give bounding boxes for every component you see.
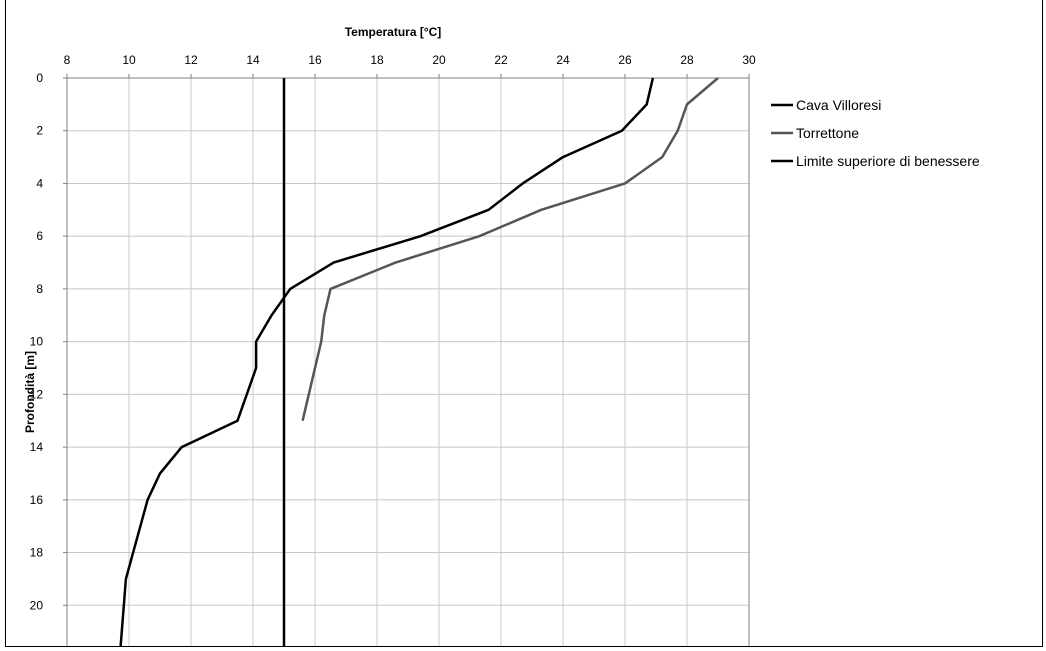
series-layer <box>118 77 719 651</box>
x-tick-label: 14 <box>246 53 260 67</box>
x-tick-label: 16 <box>308 53 322 67</box>
y-tick-label: 8 <box>36 282 43 296</box>
chart: 8 10 12 14 16 18 20 22 24 26 28 30 0246810121416182… <box>23 25 980 651</box>
legend: Cava Villoresi Torrettone Limite superiore… <box>771 97 980 169</box>
x-tick-label: 22 <box>494 53 508 67</box>
x-tick-label: 18 <box>370 53 384 67</box>
x-tick-label: 20 <box>432 53 446 67</box>
x-tick-label: 12 <box>184 53 198 67</box>
series-cava-villoresi <box>118 77 655 651</box>
x-tick-label: 8 <box>64 53 71 67</box>
chart-frame: 8 10 12 14 16 18 20 22 24 26 28 30 0 2 4 6 8 10 12 14 16 18 2… <box>5 0 1043 651</box>
y-tick-label: 12 <box>30 387 44 401</box>
x-axis-title: Temperatura [°C] <box>345 25 442 39</box>
y-tick-labels: 0246810121416182022 <box>30 71 44 612</box>
legend-label: Limite superiore di benessere <box>796 153 980 169</box>
y-tick-label: 18 <box>30 546 44 560</box>
series-torrettone <box>301 77 719 422</box>
legend-label: Torrettone <box>796 125 859 141</box>
y-tick-label: 14 <box>30 440 44 454</box>
legend-label: Cava Villoresi <box>796 97 881 113</box>
x-tick-label: 30 <box>742 53 756 67</box>
y-tick-label: 16 <box>30 493 44 507</box>
gridlines <box>63 74 750 651</box>
y-axis-title: Profondità [m] <box>23 351 37 433</box>
x-tick-label: 26 <box>618 53 632 67</box>
x-tick-labels: 8 10 12 14 16 18 20 22 24 26 28 30 <box>64 53 756 67</box>
y-tick-label: 4 <box>36 176 43 190</box>
x-tick-label: 28 <box>680 53 694 67</box>
plot-area-border <box>66 77 750 651</box>
y-tick-label: 10 <box>30 335 44 349</box>
x-tick-label: 10 <box>122 53 136 67</box>
y-tick-label: 6 <box>36 229 43 243</box>
y-tick-label: 0 <box>36 71 43 85</box>
y-tick-label: 20 <box>30 598 44 612</box>
y-tick-label: 2 <box>36 124 43 138</box>
x-tick-label: 24 <box>556 53 570 67</box>
